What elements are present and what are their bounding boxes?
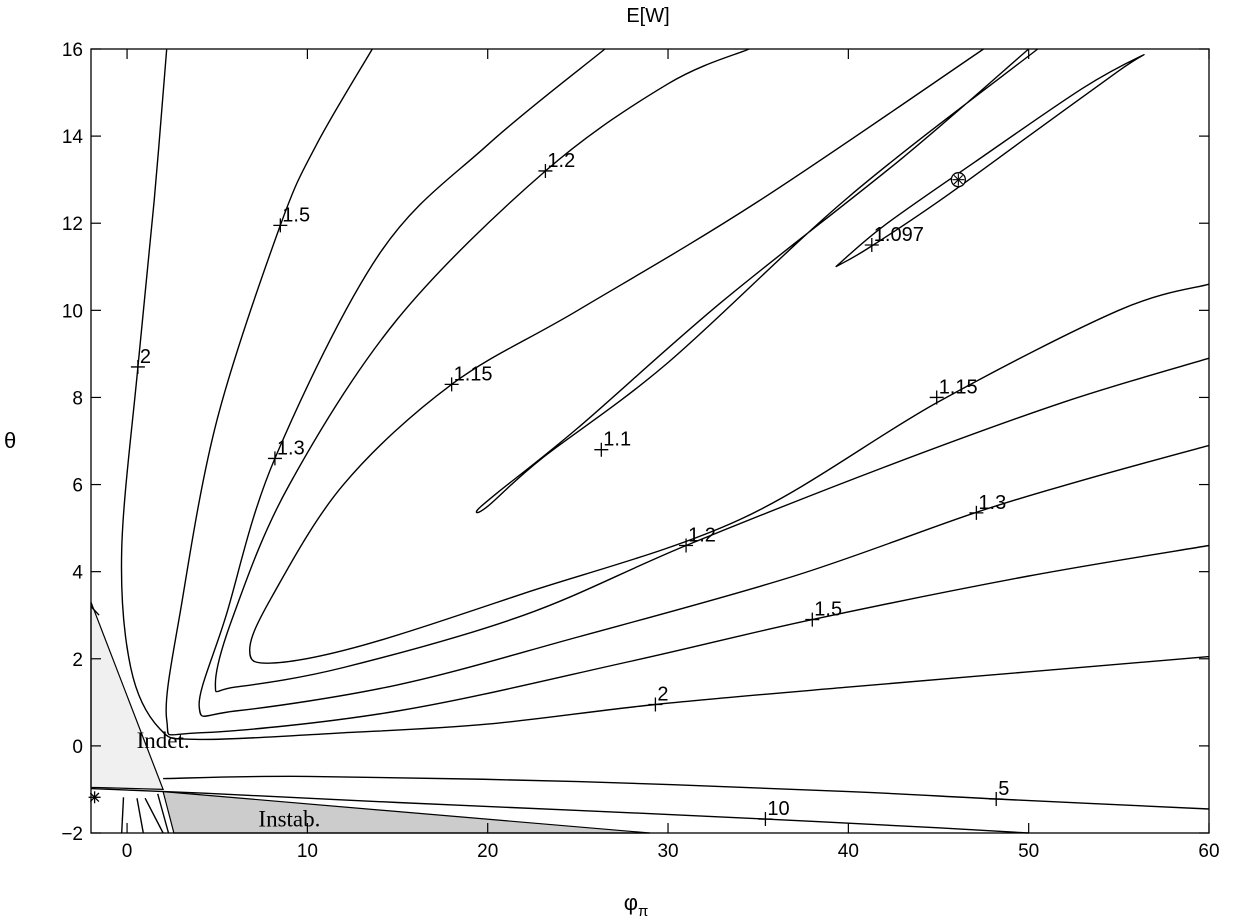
y-tick-label: 4 bbox=[72, 563, 83, 584]
y-tick-label: 10 bbox=[62, 301, 83, 322]
contour-label-plus bbox=[805, 612, 820, 627]
contour-label-layer: 1.097 1.1 1.15 1.15 1.2 1.2 1.3 1.3 1.5 1.5 2 2 5 10 bbox=[130, 150, 1009, 827]
contour-label-plus bbox=[538, 163, 553, 178]
contour-line-edge bbox=[144, 797, 164, 834]
contour-label-plus bbox=[444, 377, 459, 392]
optimum-marker bbox=[950, 172, 967, 188]
regions-layer bbox=[90, 601, 651, 834]
contour-line-10 bbox=[90, 787, 1029, 834]
contour-label-plus bbox=[929, 390, 944, 405]
contour-label: 1.2 bbox=[547, 150, 575, 172]
contour-label: 1.3 bbox=[978, 492, 1006, 514]
region-label-layer: Indet. Instab. bbox=[137, 728, 321, 831]
x-tick-label: 50 bbox=[1018, 841, 1039, 862]
contour-label: 1.15 bbox=[939, 376, 978, 398]
contour-line-1-15 bbox=[248, 48, 1210, 664]
contour-label-plus bbox=[130, 359, 145, 374]
y-tick-label: 6 bbox=[72, 476, 83, 497]
plot-frame bbox=[90, 48, 1210, 834]
contour-label: 10 bbox=[767, 798, 789, 820]
contour-label: 1.2 bbox=[688, 525, 716, 547]
marker-layer bbox=[88, 172, 967, 804]
contour-line-1-3 bbox=[198, 48, 1210, 717]
contour-label-plus bbox=[679, 538, 694, 553]
contour-line-edge bbox=[90, 606, 100, 616]
x-tick-label: 0 bbox=[122, 841, 133, 862]
contour-label-plus bbox=[594, 442, 609, 457]
contour-line-1-2 bbox=[214, 48, 1210, 693]
contour-label-plus bbox=[864, 238, 879, 252]
contour-layer bbox=[90, 48, 1210, 834]
contour-label: 1.1 bbox=[603, 429, 631, 451]
contour-line-edge bbox=[121, 797, 125, 834]
contour-line-1-097 bbox=[835, 54, 1145, 268]
y-tick-label: 2 bbox=[72, 650, 83, 671]
contour-label-plus bbox=[969, 505, 984, 520]
contour-label: 1.097 bbox=[874, 224, 924, 246]
contour-line-edge bbox=[157, 793, 170, 834]
x-tick-label: 60 bbox=[1198, 841, 1219, 862]
y-tick-label: −2 bbox=[61, 824, 83, 845]
contour-label: 1.5 bbox=[282, 204, 310, 226]
x-axis-label-sub: π bbox=[638, 903, 648, 919]
y-tick-label: 14 bbox=[62, 127, 84, 148]
contour-label: 1.15 bbox=[454, 363, 493, 385]
contour-line-5 bbox=[163, 775, 1210, 810]
x-tick-label: 30 bbox=[657, 841, 678, 862]
chart-title: E[W] bbox=[626, 5, 669, 27]
contour-line-1-5 bbox=[165, 48, 1210, 736]
contour-label-plus bbox=[273, 218, 288, 233]
x-tick-label: 20 bbox=[477, 841, 498, 862]
region-label: Instab. bbox=[258, 807, 320, 832]
contour-label: 1.3 bbox=[277, 437, 305, 459]
region-instab bbox=[162, 790, 651, 834]
contour-label: 1.5 bbox=[814, 599, 842, 621]
contour-label-plus bbox=[758, 812, 773, 827]
x-axis-label: φπ bbox=[624, 890, 649, 919]
x-axis-label-base: φ bbox=[624, 890, 638, 915]
contour-label-plus bbox=[989, 792, 1004, 807]
y-tick-label: 8 bbox=[72, 388, 83, 409]
region-indet bbox=[90, 601, 164, 791]
contour-label-plus bbox=[648, 697, 663, 712]
y-axis-label: θ bbox=[4, 428, 16, 453]
y-tick-label: 12 bbox=[62, 214, 83, 235]
y-tick-label: 16 bbox=[62, 40, 83, 61]
y-tick-label: 0 bbox=[72, 737, 83, 758]
contour-label: 2 bbox=[140, 346, 151, 368]
region-label: Indet. bbox=[137, 728, 190, 753]
x-tick-label: 10 bbox=[297, 841, 318, 862]
contour-label: 2 bbox=[657, 684, 668, 706]
contour-label-plus bbox=[267, 451, 282, 466]
tick-layer: 0 10 20 30 40 50 60 −2 0 2 4 6 8 10 12 14 16 bbox=[61, 40, 1219, 862]
contour-line-2 bbox=[120, 48, 1210, 741]
x-tick-label: 40 bbox=[838, 841, 859, 862]
contour-line-1-1 bbox=[475, 48, 1039, 514]
contour-label: 5 bbox=[998, 778, 1009, 800]
contour-line-edge bbox=[136, 798, 144, 834]
